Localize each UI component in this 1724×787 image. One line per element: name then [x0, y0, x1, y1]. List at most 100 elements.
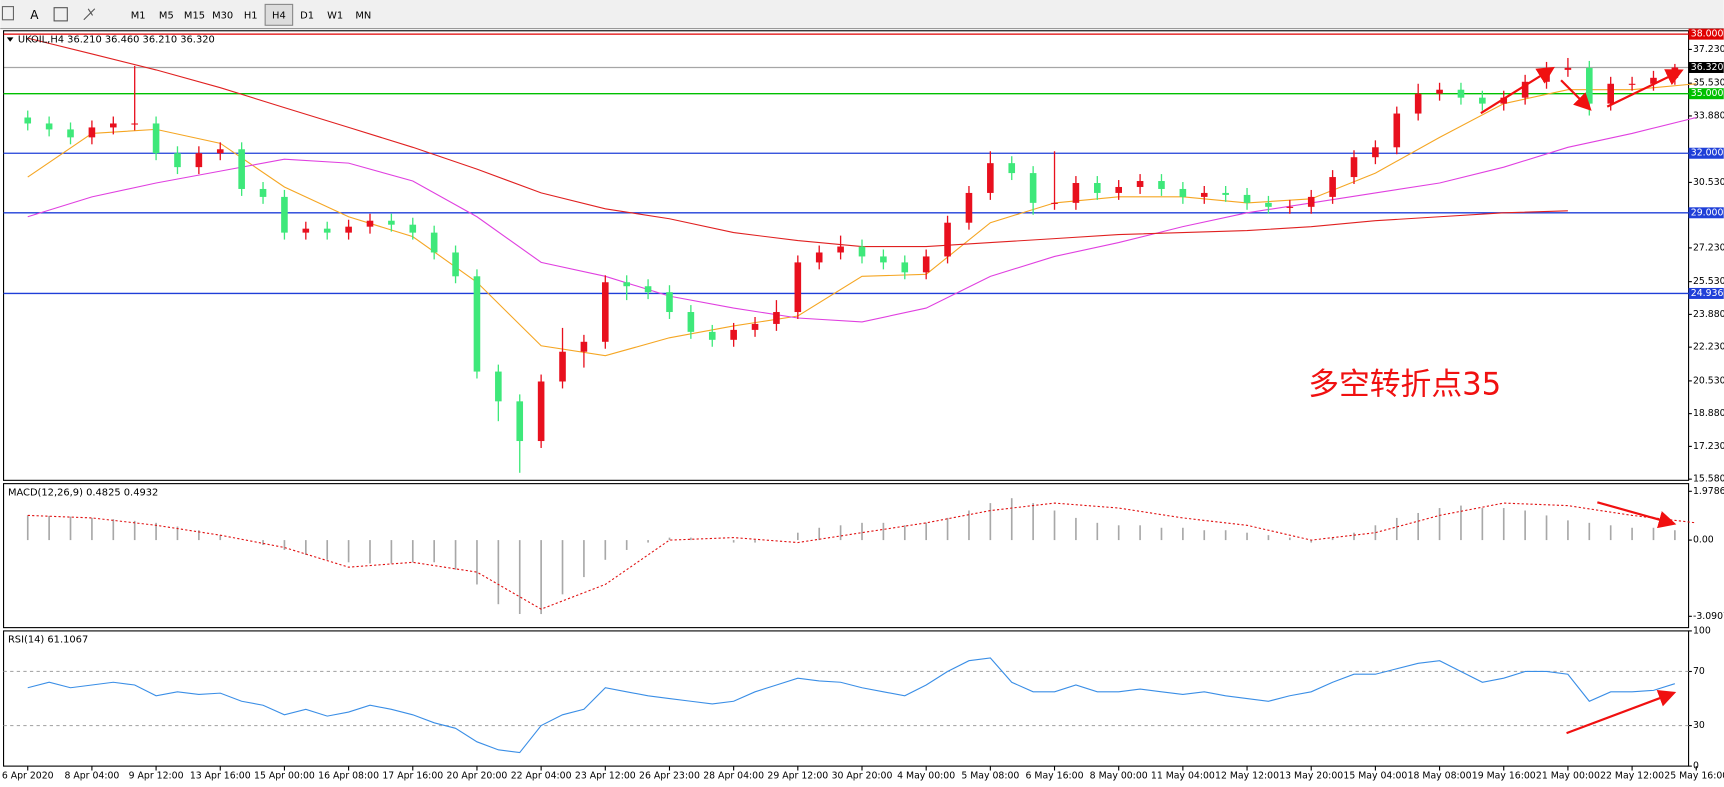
candle-body: [1243, 194, 1251, 203]
candle-body: [1029, 173, 1037, 203]
candle-body: [751, 323, 759, 330]
candle-body: [323, 228, 331, 233]
x-tick-label: 28 Apr 04:00: [703, 771, 764, 782]
candle-body: [259, 188, 267, 197]
timeframe-button[interactable]: MN: [355, 10, 371, 21]
candle-body: [24, 117, 32, 124]
timeframe-button[interactable]: M15: [184, 10, 205, 21]
candle-body: [174, 153, 181, 168]
candle-body: [922, 256, 930, 273]
x-tick-label: 4 May 00:00: [897, 771, 955, 782]
timeframe-button[interactable]: H4: [272, 10, 286, 21]
price-pane: [3, 30, 1690, 481]
y-tick-label: 22.230: [1693, 342, 1724, 353]
candle-body: [152, 123, 160, 154]
timeframe-button[interactable]: M5: [159, 10, 174, 21]
level-tag: [1688, 207, 1724, 219]
toolbar-icon[interactable]: [53, 7, 68, 22]
signal-line: [27, 502, 1697, 610]
x-tick-label: 8 Apr 04:00: [64, 771, 119, 782]
y-tick-label: 70: [1693, 666, 1705, 677]
x-tick-label: 9 Apr 12:00: [129, 771, 184, 782]
candle-body: [1329, 177, 1336, 197]
y-tick-label: 18.880: [1693, 408, 1724, 419]
candle-body: [1479, 97, 1486, 104]
candle-body: [666, 292, 673, 313]
candle-body: [110, 123, 117, 128]
level-label: 24.936: [1691, 288, 1724, 299]
candle-body: [216, 149, 224, 154]
moving-average: [27, 37, 1568, 248]
x-tick-label: 19 May 16:00: [1472, 771, 1536, 782]
candle-body: [238, 149, 245, 189]
candle-body: [1521, 81, 1529, 98]
y-tick-label: 17.230: [1693, 441, 1724, 452]
candle-body: [473, 276, 481, 372]
candle-body: [559, 351, 566, 382]
y-tick-label: 1.9786: [1693, 486, 1724, 497]
x-tick-label: 25 May 16:00: [1664, 771, 1724, 782]
candle-body: [537, 381, 545, 442]
level-label: 29.000: [1691, 207, 1724, 218]
candle-body: [388, 220, 395, 225]
arrow: [1566, 689, 1677, 735]
text-tool[interactable]: A: [30, 8, 39, 22]
level-tag: [1688, 287, 1724, 299]
x-tick-label: 12 May 12:00: [1215, 771, 1279, 782]
toolbar: [0, 0, 1724, 29]
moving-average: [27, 116, 1697, 323]
level-tag: [1688, 28, 1724, 40]
candle-body: [88, 127, 96, 138]
candle-body: [195, 153, 203, 168]
x-tick-label: 6 May 16:00: [1025, 771, 1083, 782]
x-tick-label: 20 Apr 20:00: [447, 771, 508, 782]
candle-body: [815, 252, 823, 263]
candle-body: [1051, 202, 1058, 204]
candle-body: [794, 262, 802, 313]
candle-body: [1628, 83, 1636, 85]
y-tick-label: 37.230: [1693, 44, 1724, 55]
y-tick-label: 35.530: [1693, 78, 1724, 89]
candle-body: [1008, 163, 1016, 174]
candle-body: [1286, 206, 1294, 208]
candle-body: [1564, 67, 1572, 70]
candle-body: [944, 222, 951, 257]
level-label: 32.000: [1691, 148, 1724, 159]
y-tick-label: 0.00: [1693, 535, 1714, 546]
timeframe-button[interactable]: H1: [244, 10, 258, 21]
candle-body: [516, 401, 524, 442]
timeframe-button[interactable]: D1: [300, 10, 314, 21]
level-label: 38.000: [1691, 29, 1724, 40]
candle-body: [1307, 196, 1315, 207]
toolbar-icon[interactable]: [1, 6, 14, 21]
y-tick-label: -3.0907: [1693, 611, 1724, 622]
candle-body: [901, 262, 909, 273]
moving-average: [27, 83, 1697, 357]
candle-body: [965, 192, 973, 223]
x-tick-label: 21 May 00:00: [1536, 771, 1600, 782]
y-tick-label: 33.880: [1693, 110, 1724, 121]
candle-body: [1222, 192, 1229, 195]
toolbar-icon[interactable]: [83, 8, 96, 21]
candle-body: [623, 282, 630, 287]
candle-body: [1094, 183, 1101, 193]
candle-body: [281, 196, 288, 233]
y-tick-label: 100: [1693, 625, 1711, 636]
x-tick-label: 13 Apr 16:00: [190, 771, 251, 782]
y-tick-label: 25.530: [1693, 276, 1724, 287]
candle-body: [366, 220, 374, 227]
candle-body: [1372, 147, 1379, 158]
y-tick-label: 30.530: [1693, 177, 1724, 188]
candle-body: [1158, 181, 1165, 189]
candle-body: [1457, 89, 1465, 98]
timeframe-button[interactable]: M1: [131, 10, 146, 21]
y-tick-label: 0: [1693, 761, 1699, 772]
x-tick-label: 5 May 08:00: [961, 771, 1019, 782]
candle-body: [1136, 181, 1144, 187]
timeframe-button[interactable]: M30: [212, 10, 233, 21]
candle-body: [430, 232, 438, 253]
candle-body: [1500, 97, 1508, 104]
candle-body: [1586, 67, 1593, 104]
timeframe-button[interactable]: W1: [327, 10, 343, 21]
arrow: [1560, 79, 1592, 111]
